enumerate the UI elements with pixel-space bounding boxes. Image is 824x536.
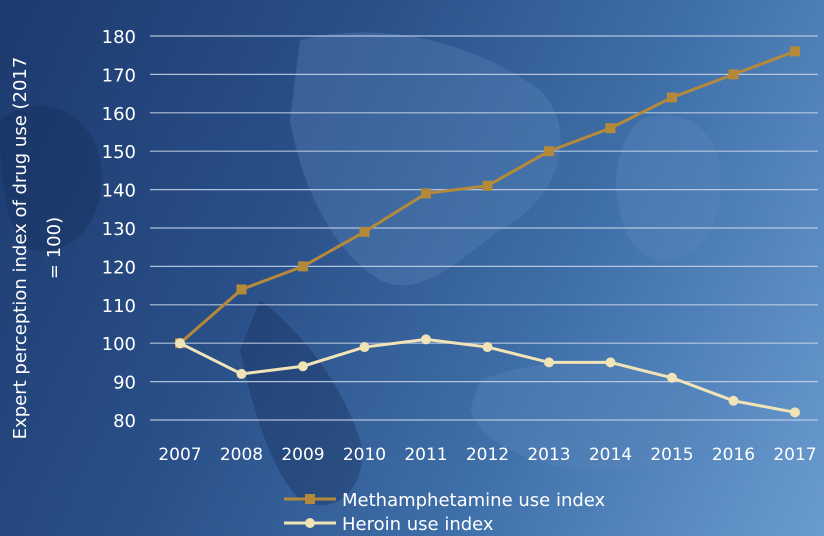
- y-tick-label: 140: [102, 181, 136, 202]
- data-point: [667, 372, 677, 383]
- x-tick-label: 2015: [650, 445, 693, 465]
- x-tick-label: 2007: [158, 445, 201, 465]
- x-tick-label: 2011: [404, 445, 447, 465]
- data-point: [298, 261, 308, 272]
- data-point: [544, 357, 554, 368]
- data-point: [421, 188, 431, 199]
- data-point: [175, 338, 185, 349]
- data-point: [482, 342, 493, 353]
- x-axis-ticks: 2007 2008 2009 2010 2011 2012 2013 2014 2015 2016…: [158, 445, 816, 465]
- y-axis-title-line-1: Expert perception index of drug use (201…: [10, 57, 31, 440]
- x-tick-label: 2012: [466, 445, 509, 465]
- x-tick-label: 2009: [281, 445, 324, 465]
- data-point: [421, 334, 431, 345]
- y-tick-label: 130: [102, 219, 136, 240]
- y-tick-label: 180: [102, 27, 136, 48]
- x-tick-label: 2013: [527, 445, 570, 465]
- data-point: [605, 357, 616, 368]
- data-point: [236, 368, 247, 379]
- data-point: [790, 46, 800, 57]
- legend-label: Heroin use index: [342, 514, 494, 535]
- data-point: [236, 284, 247, 295]
- series-1: [175, 334, 800, 418]
- y-tick-label: 90: [113, 373, 136, 394]
- data-point: [298, 361, 308, 372]
- y-axis-title-line-2: = 100): [44, 217, 65, 279]
- legend-item: Heroin use index: [284, 514, 494, 535]
- y-tick-label: 110: [102, 296, 136, 317]
- data-point: [359, 226, 370, 237]
- x-tick-label: 2008: [220, 445, 263, 465]
- data-point: [728, 69, 739, 80]
- y-tick-label: 170: [102, 65, 136, 86]
- data-point: [728, 395, 739, 406]
- data-point: [544, 146, 554, 157]
- legend-swatch-marker: [305, 494, 315, 504]
- data-point: [482, 180, 493, 191]
- y-tick-label: 150: [102, 142, 136, 163]
- y-tick-label: 120: [102, 257, 136, 278]
- series: [175, 46, 800, 418]
- legend-swatch-marker: [305, 518, 315, 528]
- legend: Methamphetamine use index Heroin use inde…: [284, 490, 606, 535]
- x-tick-label: 2016: [712, 445, 755, 465]
- x-tick-label: 2014: [589, 445, 632, 465]
- y-axis-title: Expert perception index of drug use (201…: [10, 57, 65, 440]
- x-tick-label: 2017: [773, 445, 816, 465]
- y-axis-ticks: 80 90 100 110 120 130 140 150 160 170 180: [102, 27, 136, 432]
- data-point: [605, 123, 616, 134]
- legend-item: Methamphetamine use index: [284, 490, 606, 511]
- data-point: [667, 92, 677, 103]
- legend-label: Methamphetamine use index: [342, 490, 606, 511]
- data-point: [359, 342, 370, 353]
- y-tick-label: 100: [102, 334, 136, 355]
- gridlines: [150, 35, 818, 421]
- y-tick-label: 160: [102, 104, 136, 125]
- y-tick-label: 80: [113, 411, 136, 432]
- x-tick-label: 2010: [343, 445, 386, 465]
- data-point: [790, 407, 800, 418]
